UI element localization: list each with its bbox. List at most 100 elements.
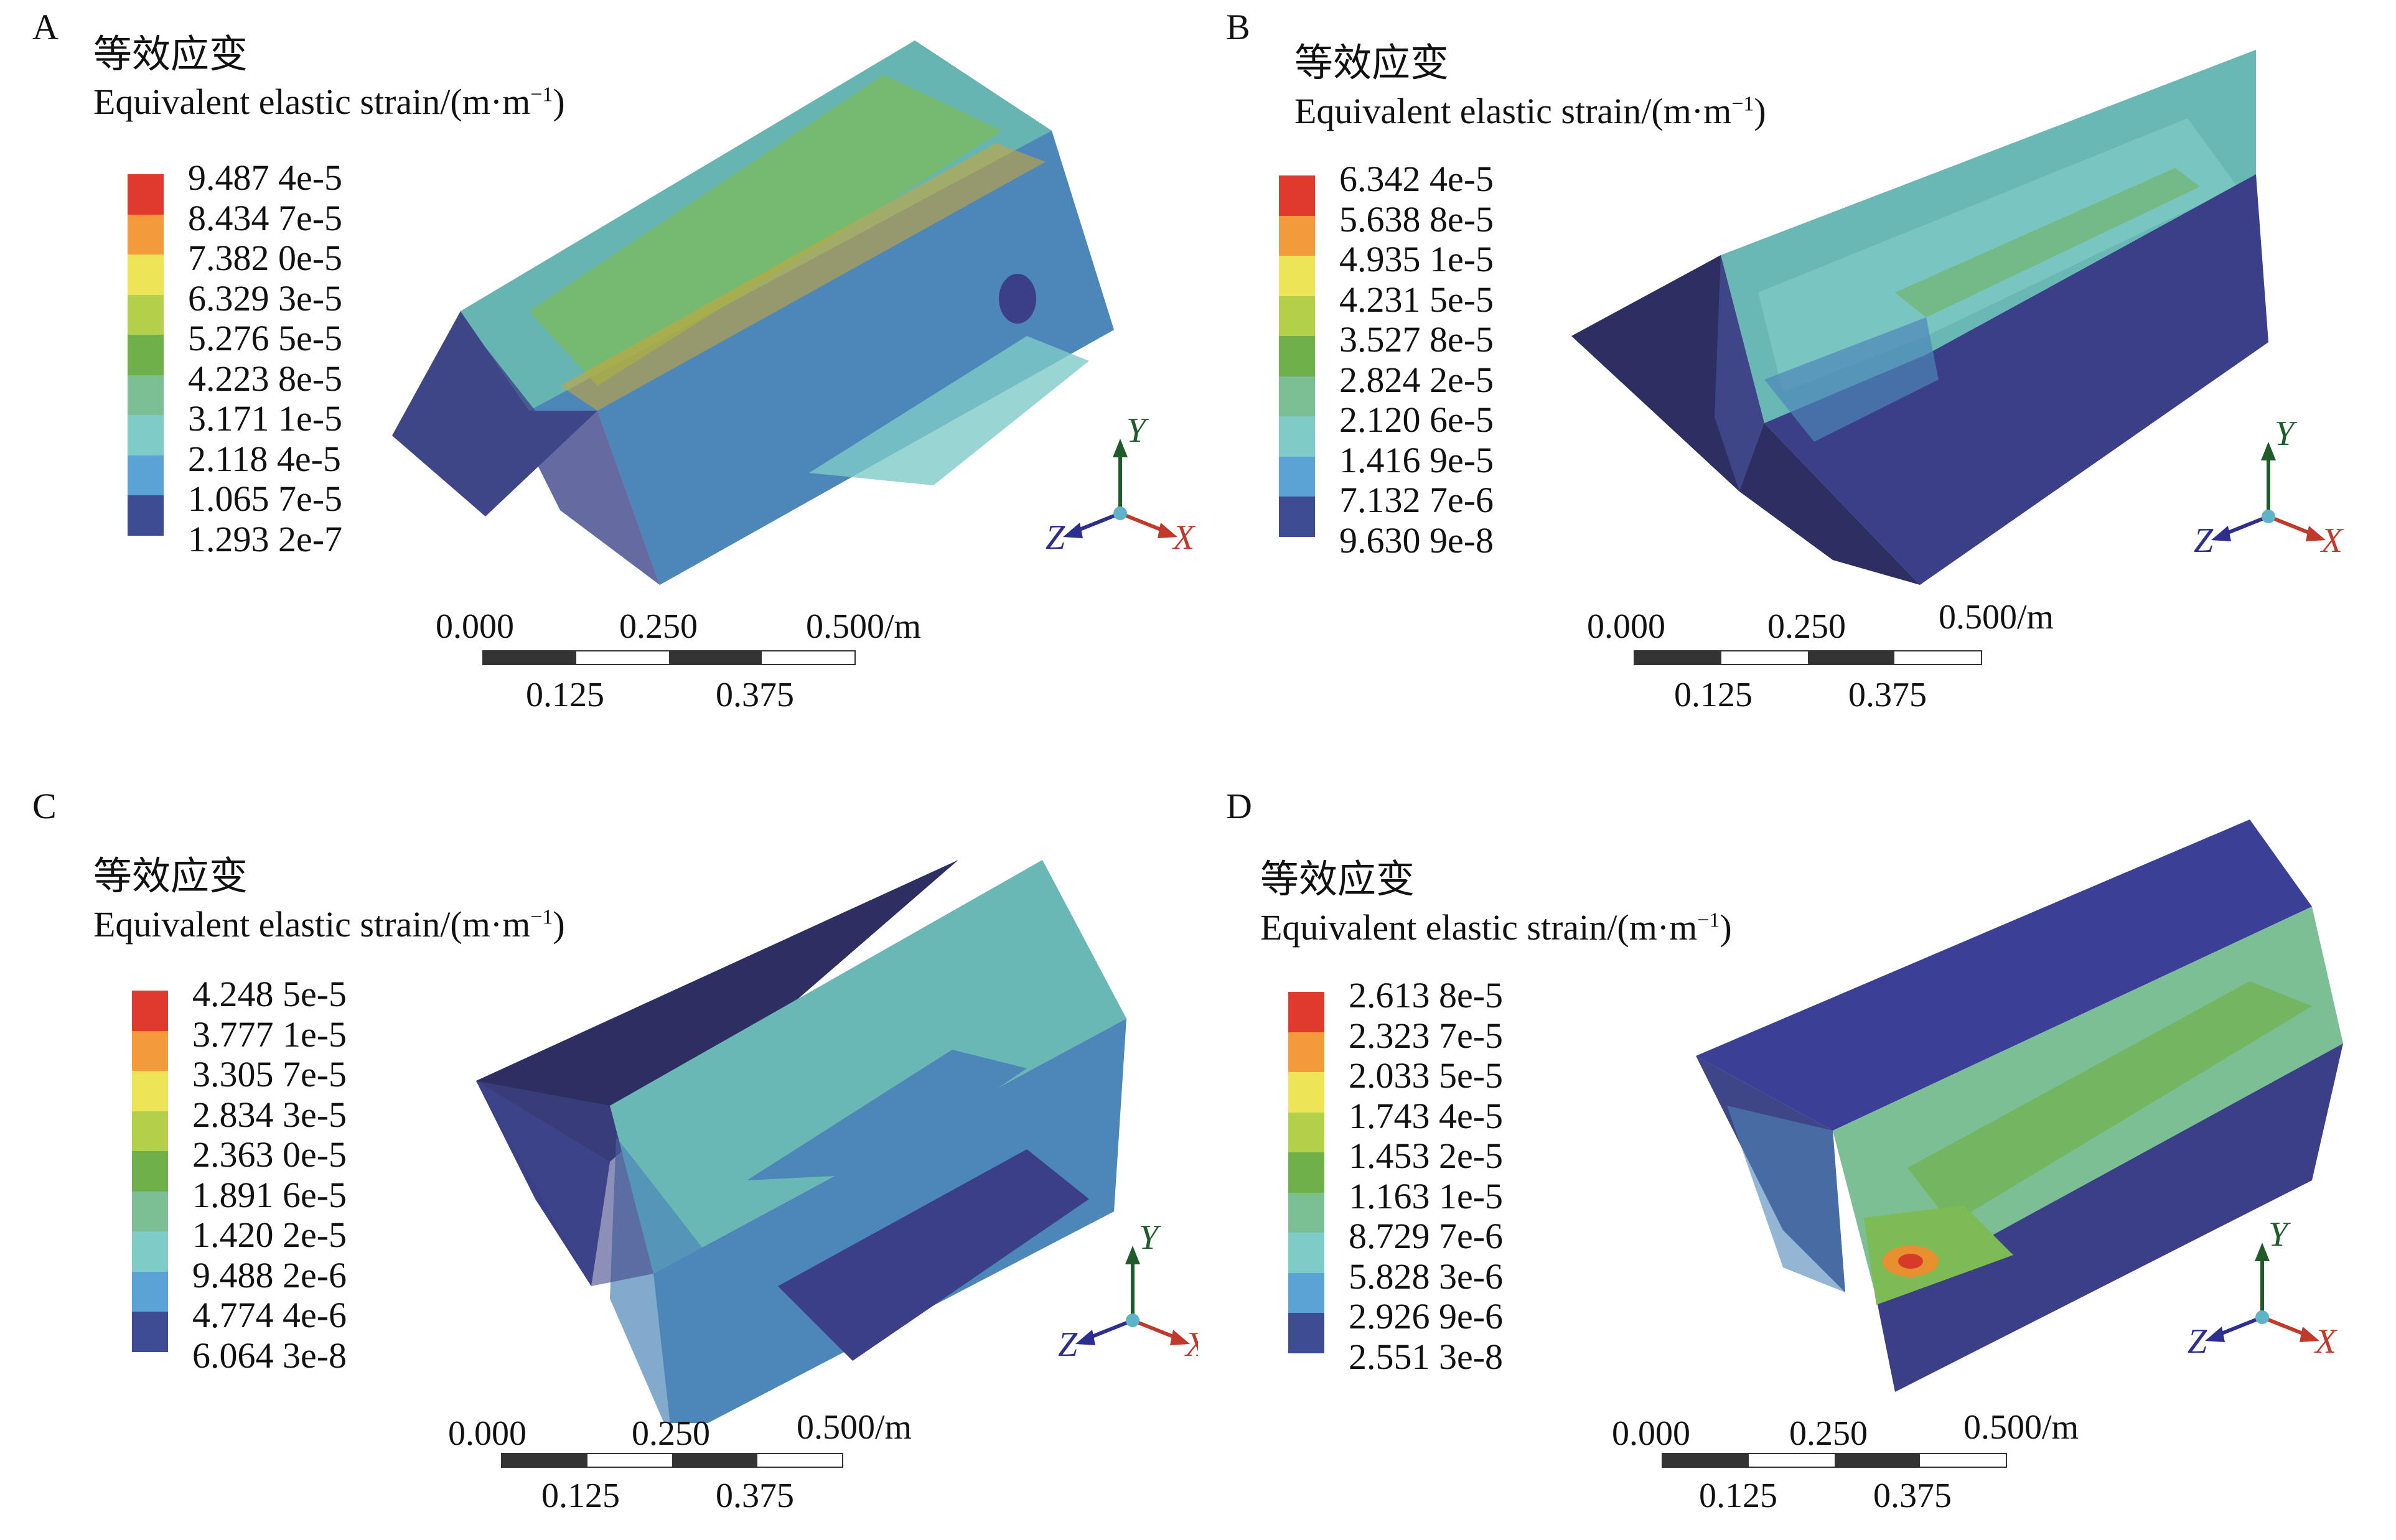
- scale-bar-segments: [482, 650, 856, 665]
- legend-swatch: [132, 1271, 168, 1312]
- panel-letter: D: [1226, 786, 1252, 826]
- legend-swatch: [1288, 1112, 1324, 1152]
- legend-value: 1.891 6e-5: [192, 1174, 347, 1215]
- legend-value: 9.630 9e-8: [1339, 520, 1494, 561]
- panel-b: B 等效应变 Equivalent elastic strain/(m·m−1)…: [1198, 0, 2396, 770]
- legend-title-cn: 等效应变: [93, 31, 248, 77]
- legend-value: 1.416 9e-5: [1339, 439, 1494, 480]
- scale-label-375: 0.375: [1873, 1477, 1952, 1515]
- legend-value: 2.551 3e-8: [1349, 1336, 1504, 1377]
- panel-c: C 等效应变 Equivalent elastic strain/(m·m−1)…: [0, 770, 1198, 1539]
- legend-swatch: [132, 1030, 168, 1071]
- legend-swatch: [1279, 497, 1315, 537]
- strain-contour-model: [476, 860, 1126, 1423]
- legend-value: 2.613 8e-5: [1349, 975, 1504, 1015]
- panel-letter: C: [32, 786, 57, 826]
- legend-swatch: [132, 1231, 168, 1272]
- scale-label-375: 0.375: [1848, 676, 1927, 714]
- legend-value: 1.163 1e-5: [1349, 1175, 1504, 1216]
- legend-swatch: [128, 415, 164, 455]
- scale-label-125: 0.125: [526, 676, 604, 714]
- legend-value: 2.118 4e-5: [188, 438, 341, 479]
- legend-swatch: [128, 294, 164, 335]
- scale-label-250: 0.250: [1789, 1414, 1868, 1453]
- axis-x-label: X: [1184, 1325, 1198, 1364]
- scale-bar: 0.000 0.250 0.500/m 0.125 0.375: [1587, 598, 2147, 737]
- coordinate-axes: Y Z X: [2188, 1215, 2338, 1361]
- axis-y-label: Y: [2275, 414, 2298, 453]
- legend-value: 7.132 7e-6: [1339, 480, 1494, 520]
- legend-color-bar: [1288, 992, 1324, 1353]
- legend-swatch: [1279, 175, 1315, 216]
- legend-title-en-text: Equivalent elastic strain/(m·m: [1260, 907, 1698, 948]
- scale-label-0: 0.000: [448, 1414, 526, 1453]
- scale-label-500: 0.500/m: [797, 1408, 912, 1447]
- legend-swatch: [128, 214, 164, 254]
- legend-title-close: ): [553, 904, 565, 945]
- legend-swatch: [132, 1191, 168, 1231]
- legend-value: 3.527 8e-5: [1339, 319, 1494, 360]
- legend-swatch: [1288, 1233, 1324, 1273]
- legend-value: 3.777 1e-5: [192, 1014, 347, 1055]
- legend-value: 6.342 4e-5: [1339, 159, 1494, 199]
- legend-swatch: [1288, 1072, 1324, 1113]
- legend-value: 2.926 9e-6: [1349, 1296, 1504, 1337]
- legend-swatch: [1288, 1152, 1324, 1193]
- legend-value: 1.420 2e-5: [192, 1215, 347, 1255]
- legend-swatch: [1288, 1192, 1324, 1233]
- scale-label-0: 0.000: [1612, 1414, 1690, 1453]
- legend-swatch: [128, 375, 164, 415]
- scale-label-250: 0.250: [632, 1414, 710, 1453]
- legend-swatch: [1279, 456, 1315, 497]
- legend-value: 2.363 0e-5: [192, 1134, 347, 1175]
- scale-label-125: 0.125: [541, 1477, 620, 1515]
- scale-label-500: 0.500/m: [806, 607, 922, 646]
- legend-title-en-text: Equivalent elastic strain/(m·m: [93, 82, 531, 122]
- legend-value: 1.743 4e-5: [1349, 1095, 1504, 1136]
- scale-label-375: 0.375: [716, 1477, 794, 1515]
- legend-labels: 2.613 8e-5 2.323 7e-5 2.033 5e-5 1.743 4…: [1349, 975, 1504, 1377]
- panel-letter: A: [32, 7, 58, 47]
- coordinate-axes: Y Z X: [1058, 1218, 1198, 1364]
- scale-label-0: 0.000: [436, 607, 514, 646]
- legend-title-sup: −1: [530, 83, 553, 106]
- legend-labels: 4.248 5e-5 3.777 1e-5 3.305 7e-5 2.834 3…: [192, 974, 347, 1376]
- legend-value: 1.065 7e-5: [188, 478, 343, 519]
- legend-value: 4.774 4e-6: [192, 1295, 347, 1335]
- legend-labels: 9.487 4e-5 8.434 7e-5 7.382 0e-5 6.329 3…: [188, 157, 343, 559]
- legend-swatch: [132, 1151, 168, 1192]
- legend-value: 5.828 3e-6: [1349, 1256, 1504, 1297]
- legend-title-en-text: Equivalent elastic strain/(m·m: [93, 904, 531, 945]
- scale-label-0: 0.000: [1587, 607, 1665, 646]
- legend-value: 3.171 1e-5: [188, 398, 343, 439]
- legend-value: 4.935 1e-5: [1339, 239, 1494, 279]
- legend-title-cn: 等效应变: [1294, 40, 1449, 85]
- axis-x-label: X: [2320, 521, 2344, 560]
- legend-value: 9.488 2e-6: [192, 1254, 347, 1295]
- axis-z-label: Z: [1046, 518, 1065, 557]
- panel-a: A 等效应变 Equivalent elastic strain/(m·m−1)…: [0, 0, 1198, 770]
- legend-value: 5.276 5e-5: [188, 318, 343, 358]
- legend-swatch: [132, 1071, 168, 1111]
- legend-value: 2.120 6e-5: [1339, 399, 1494, 440]
- legend-value: 2.824 2e-5: [1339, 359, 1494, 400]
- scale-bar: 0.000 0.250 0.500/m 0.125 0.375: [1612, 1408, 2172, 1539]
- legend-title-close: ): [553, 82, 565, 122]
- legend-swatch: [1279, 215, 1315, 256]
- legend-swatch: [1279, 296, 1315, 336]
- scale-label-125: 0.125: [1674, 676, 1753, 714]
- scale-bar-segments: [1662, 1453, 2007, 1468]
- legend-swatch: [132, 1312, 168, 1352]
- axis-y-label: Y: [1126, 411, 1149, 450]
- legend-swatch: [1279, 416, 1315, 457]
- legend-value: 1.293 2e-7: [188, 518, 343, 559]
- legend-value: 8.729 7e-6: [1349, 1216, 1504, 1256]
- legend-title-en-text: Equivalent elastic strain/(m·m: [1294, 91, 1732, 131]
- strain-contour-model: [1571, 50, 2268, 585]
- scale-label-250: 0.250: [1767, 607, 1846, 646]
- legend-value: 2.323 7e-5: [1349, 1015, 1504, 1056]
- legend-value: 4.248 5e-5: [192, 974, 347, 1014]
- legend-swatch: [1279, 256, 1315, 296]
- legend-labels: 6.342 4e-5 5.638 8e-5 4.935 1e-5 4.231 5…: [1339, 159, 1494, 561]
- legend-title-en: Equivalent elastic strain/(m·m−1): [93, 81, 565, 123]
